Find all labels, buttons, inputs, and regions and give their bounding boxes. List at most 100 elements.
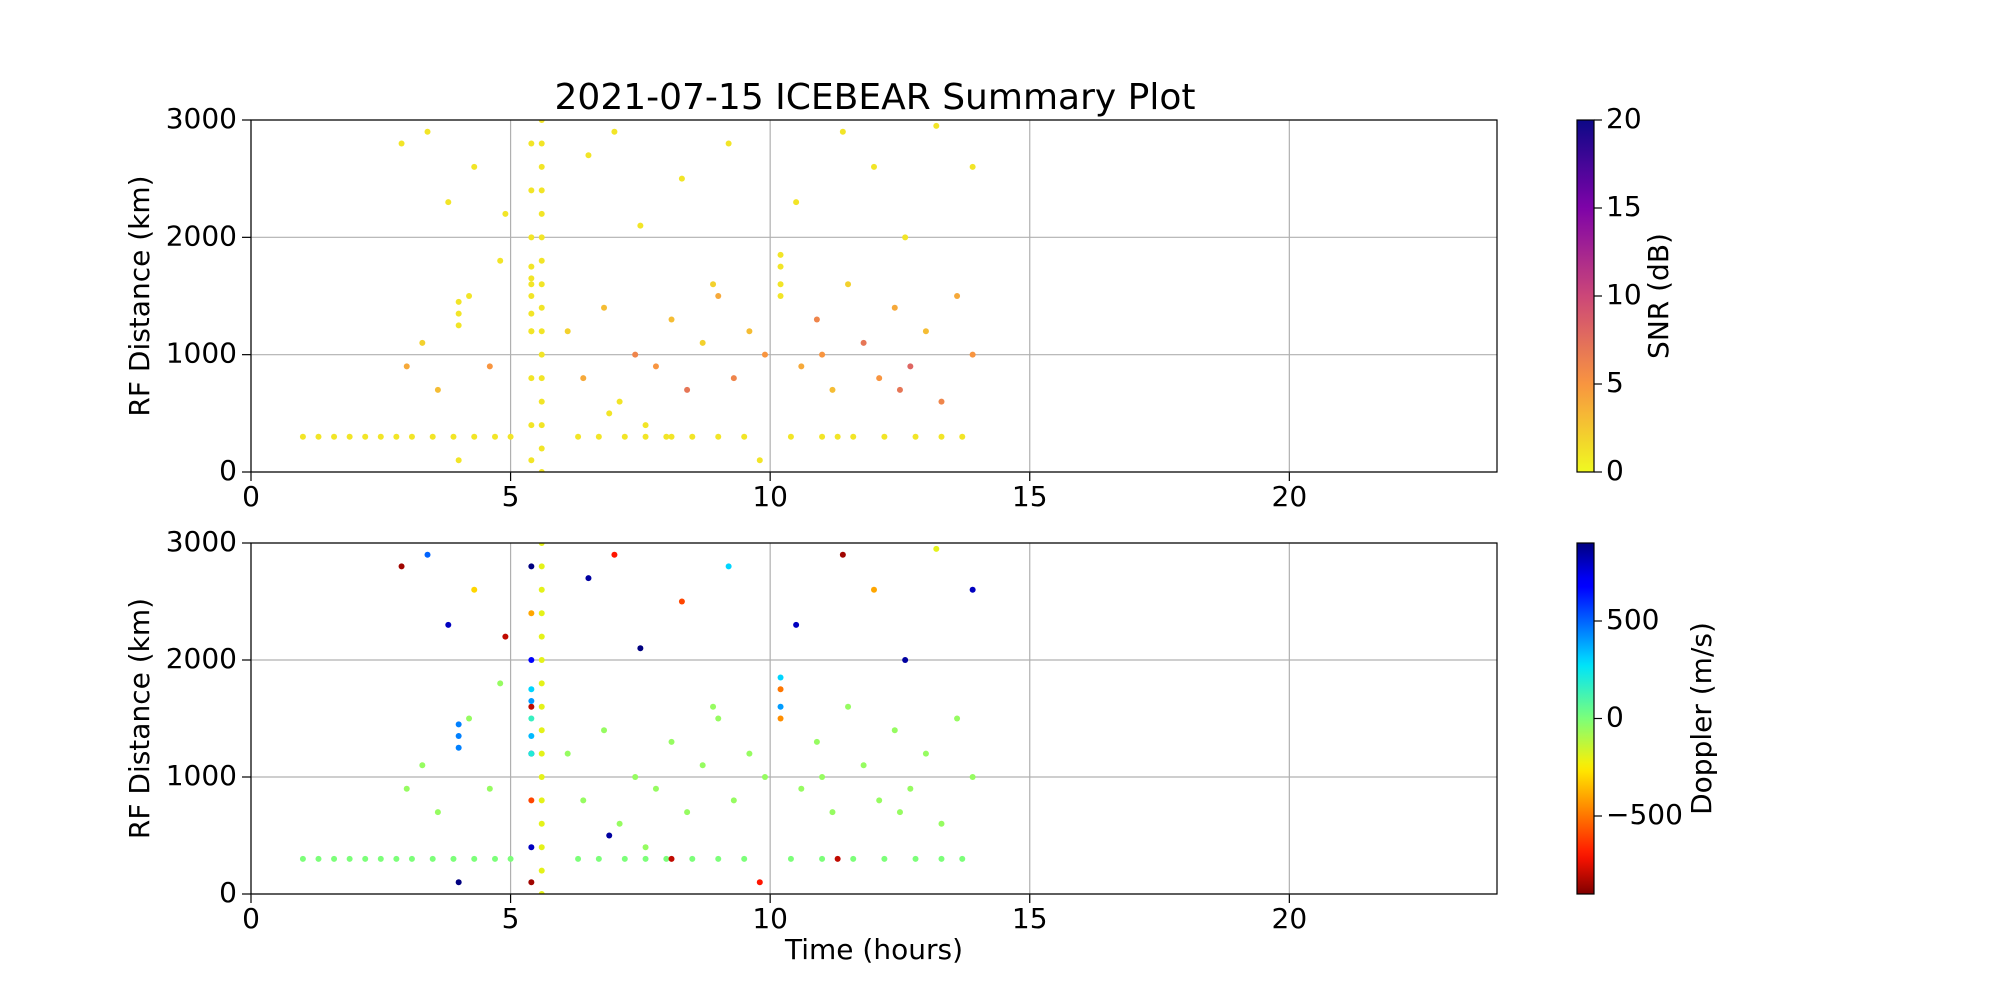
point	[471, 855, 478, 862]
point	[938, 398, 945, 405]
point	[538, 727, 545, 734]
point	[761, 774, 768, 780]
point	[595, 433, 602, 440]
point	[299, 855, 306, 862]
point	[777, 251, 784, 258]
plot-frame	[250, 542, 1498, 895]
point	[315, 433, 322, 440]
point	[538, 797, 545, 804]
point	[450, 433, 457, 440]
point	[954, 293, 961, 299]
point	[455, 298, 462, 305]
point	[466, 715, 473, 722]
point	[876, 375, 883, 382]
x-tick-label: 0	[242, 480, 260, 513]
point	[538, 398, 545, 405]
point	[954, 715, 961, 722]
point	[652, 785, 659, 792]
point	[471, 586, 478, 593]
point	[813, 316, 820, 323]
point	[538, 351, 545, 358]
point	[528, 422, 535, 429]
point	[684, 386, 691, 393]
point	[969, 774, 976, 780]
point	[907, 785, 914, 792]
point	[419, 339, 426, 346]
point	[938, 855, 945, 862]
point	[699, 762, 706, 769]
point	[538, 563, 545, 570]
point	[408, 433, 415, 440]
point	[486, 363, 493, 370]
point	[585, 575, 592, 582]
point	[408, 855, 415, 862]
point	[538, 445, 545, 452]
point	[787, 855, 794, 862]
point	[538, 633, 545, 640]
point	[969, 163, 976, 170]
point	[564, 750, 571, 757]
point	[528, 657, 535, 663]
point	[891, 304, 898, 311]
y-tick-label: 0	[219, 876, 237, 909]
point	[756, 457, 763, 464]
point	[377, 855, 384, 862]
y-tick-label: 1000	[166, 759, 237, 792]
point	[959, 855, 966, 862]
points	[299, 543, 976, 894]
point	[632, 351, 639, 358]
point	[642, 844, 649, 851]
point	[710, 281, 717, 288]
point	[486, 785, 493, 792]
point	[741, 433, 748, 440]
point	[564, 328, 571, 335]
point	[528, 697, 535, 704]
point	[471, 433, 478, 440]
point	[497, 257, 504, 264]
point	[912, 433, 919, 440]
point	[528, 733, 535, 740]
colorbar-tick-label: 20	[1606, 102, 1642, 135]
point	[398, 140, 405, 147]
point	[912, 855, 919, 862]
point	[845, 281, 852, 288]
point	[896, 809, 903, 816]
point	[678, 175, 685, 182]
point	[959, 433, 966, 440]
point	[777, 715, 784, 722]
point	[502, 210, 509, 217]
point	[715, 433, 722, 440]
point	[455, 310, 462, 317]
point	[819, 433, 826, 440]
point	[850, 433, 857, 440]
point	[575, 433, 582, 440]
point	[528, 140, 535, 147]
point	[434, 809, 441, 816]
point	[777, 674, 784, 681]
point	[299, 433, 306, 440]
point	[902, 657, 909, 663]
point	[346, 855, 353, 862]
point	[777, 263, 784, 270]
point	[403, 363, 410, 370]
point	[933, 122, 940, 129]
point	[455, 457, 462, 464]
point	[839, 128, 846, 135]
point	[902, 234, 909, 241]
point	[538, 120, 545, 123]
chart-title: 2021-07-15 ICEBEAR Summary Plot	[555, 77, 1196, 118]
point	[538, 469, 545, 472]
point	[663, 855, 670, 862]
y-tick-label: 2000	[166, 219, 237, 252]
point	[528, 275, 535, 282]
point	[528, 703, 535, 710]
point	[611, 551, 618, 558]
point	[793, 621, 800, 628]
point	[331, 433, 338, 440]
point	[813, 738, 820, 745]
point	[434, 386, 441, 393]
point	[699, 339, 706, 346]
point	[528, 293, 535, 299]
point	[621, 855, 628, 862]
point	[845, 703, 852, 710]
